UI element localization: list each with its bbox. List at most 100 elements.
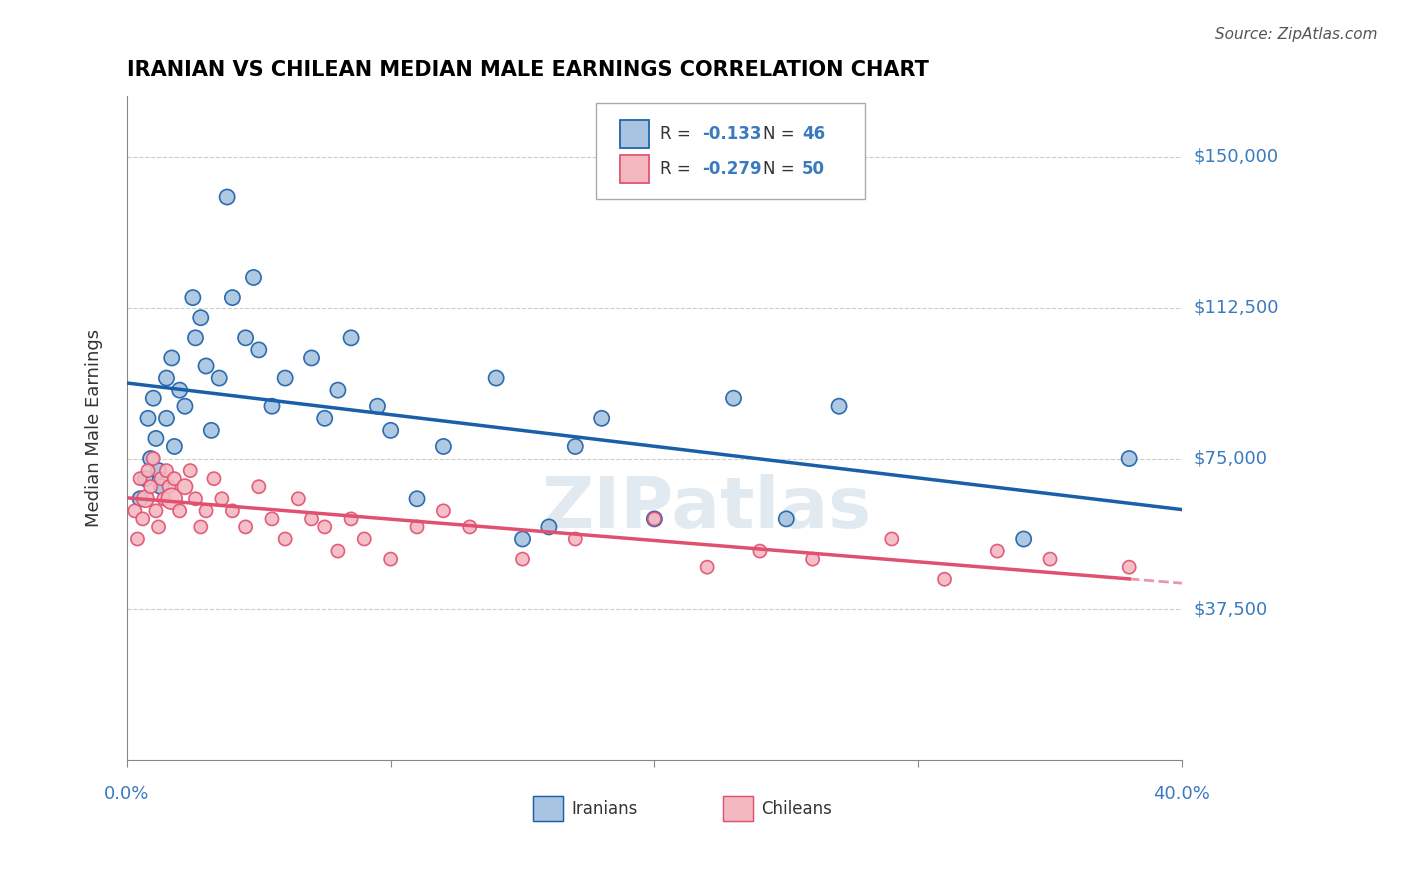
Point: [485, 371, 508, 385]
Point: [136, 464, 159, 478]
Text: Iranians: Iranians: [571, 800, 637, 818]
Bar: [723, 797, 752, 822]
Text: Source: ZipAtlas.com: Source: ZipAtlas.com: [1215, 27, 1378, 42]
Text: N =: N =: [763, 160, 800, 178]
Point: [163, 440, 186, 454]
Point: [934, 572, 956, 586]
Point: [134, 472, 156, 486]
Point: [155, 411, 177, 425]
Point: [160, 351, 183, 365]
Bar: [723, 797, 752, 822]
Point: [157, 480, 180, 494]
Point: [512, 552, 534, 566]
Point: [406, 491, 429, 506]
Point: [432, 504, 454, 518]
Point: [202, 472, 225, 486]
Point: [1012, 532, 1035, 546]
Point: [643, 512, 665, 526]
Text: 46: 46: [801, 125, 825, 143]
Point: [153, 491, 176, 506]
Point: [148, 520, 170, 534]
Point: [184, 491, 207, 506]
Point: [195, 504, 218, 518]
Point: [174, 480, 197, 494]
Point: [211, 491, 233, 506]
Point: [200, 423, 222, 437]
Point: [314, 411, 336, 425]
Point: [142, 451, 165, 466]
Point: [564, 532, 586, 546]
Text: 50: 50: [801, 160, 825, 178]
Point: [139, 480, 162, 494]
Point: [986, 544, 1008, 558]
Point: [150, 472, 173, 486]
Point: [326, 544, 349, 558]
Point: [235, 520, 257, 534]
Point: [184, 331, 207, 345]
Text: -0.279: -0.279: [702, 160, 762, 178]
Text: ZIPatlas: ZIPatlas: [543, 474, 872, 542]
Point: [723, 391, 745, 405]
Text: 40.0%: 40.0%: [1153, 785, 1211, 803]
Text: R =: R =: [659, 160, 696, 178]
Text: 0.0%: 0.0%: [104, 785, 149, 803]
Y-axis label: Median Male Earnings: Median Male Earnings: [86, 329, 103, 527]
Point: [155, 464, 177, 478]
Point: [380, 552, 402, 566]
Point: [406, 520, 429, 534]
Point: [643, 512, 665, 526]
Point: [564, 440, 586, 454]
Text: Chileans: Chileans: [761, 800, 832, 818]
Point: [287, 491, 309, 506]
Point: [380, 423, 402, 437]
Point: [235, 331, 257, 345]
Bar: [620, 155, 650, 183]
Point: [139, 451, 162, 466]
Point: [775, 512, 797, 526]
Point: [1118, 451, 1140, 466]
Point: [221, 291, 243, 305]
Point: [353, 532, 375, 546]
Bar: [533, 797, 562, 822]
Bar: [533, 797, 562, 822]
Bar: [620, 120, 650, 147]
Point: [179, 464, 201, 478]
Point: [195, 359, 218, 373]
Point: [247, 343, 270, 357]
Point: [160, 491, 183, 506]
Point: [145, 504, 167, 518]
Point: [150, 480, 173, 494]
Point: [537, 520, 560, 534]
Point: [748, 544, 770, 558]
Point: [208, 371, 231, 385]
Point: [432, 440, 454, 454]
Point: [145, 432, 167, 446]
Point: [163, 472, 186, 486]
Text: N =: N =: [763, 125, 800, 143]
Point: [301, 512, 323, 526]
Point: [242, 270, 264, 285]
Point: [880, 532, 903, 546]
Text: $75,000: $75,000: [1194, 450, 1267, 467]
Point: [221, 504, 243, 518]
Bar: [620, 120, 650, 147]
Point: [1118, 560, 1140, 574]
Text: R =: R =: [659, 125, 696, 143]
Point: [1039, 552, 1062, 566]
Point: [340, 512, 363, 526]
Point: [169, 383, 191, 397]
Point: [366, 399, 388, 413]
Point: [155, 371, 177, 385]
Point: [132, 512, 155, 526]
Text: -0.133: -0.133: [702, 125, 762, 143]
Point: [274, 371, 297, 385]
Text: $37,500: $37,500: [1194, 600, 1267, 618]
Point: [136, 411, 159, 425]
Point: [696, 560, 718, 574]
Point: [217, 190, 239, 204]
Point: [169, 504, 191, 518]
Point: [142, 391, 165, 405]
Point: [247, 480, 270, 494]
Point: [591, 411, 613, 425]
Point: [129, 491, 152, 506]
